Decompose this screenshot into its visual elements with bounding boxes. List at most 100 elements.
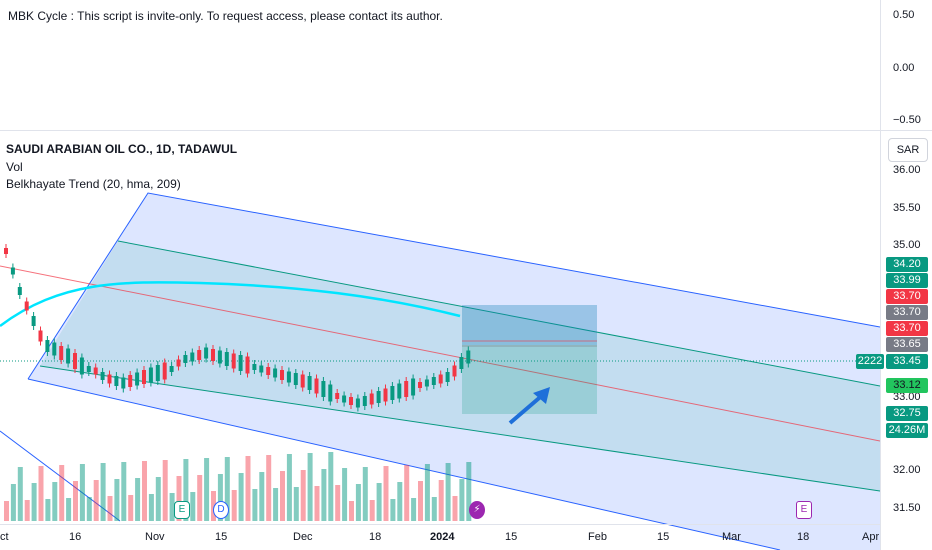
arrow-head xyxy=(533,387,550,404)
candle xyxy=(300,374,305,388)
trend-midline xyxy=(0,265,880,442)
price-tag: 34.20 xyxy=(886,257,928,272)
candle xyxy=(390,386,395,400)
volume-bar xyxy=(86,497,92,521)
price-tag: 32.75 xyxy=(886,406,928,421)
volume-bar xyxy=(128,495,134,521)
candle xyxy=(114,376,119,386)
candle xyxy=(342,395,347,403)
indicator-axis-label: 0.50 xyxy=(893,9,915,21)
candle xyxy=(93,367,98,375)
currency-button[interactable]: SAR xyxy=(888,138,928,162)
volume-bar xyxy=(17,467,23,521)
volume-bar xyxy=(176,476,182,521)
price-tag: 33.99 xyxy=(886,273,928,288)
pane-divider[interactable] xyxy=(0,130,932,131)
volume-bar xyxy=(411,498,417,521)
volume-bar xyxy=(142,461,147,521)
candle xyxy=(190,352,195,362)
volume-bar xyxy=(217,474,223,521)
time-axis-label: Feb xyxy=(588,531,607,543)
candle xyxy=(183,355,188,363)
time-axis-label: ct xyxy=(0,531,9,543)
volume-bar xyxy=(266,455,272,521)
volume-bar xyxy=(162,460,168,521)
channel-upper-line xyxy=(27,192,880,380)
candle xyxy=(59,346,64,360)
candle xyxy=(162,362,167,380)
candle xyxy=(121,377,126,389)
volume-bar xyxy=(390,499,396,521)
candle xyxy=(397,383,402,399)
volume-bar xyxy=(335,485,341,521)
volume-bar xyxy=(355,484,361,521)
indicator-title: MBK Cycle : This script is invite-only. … xyxy=(8,9,443,23)
volume-bar xyxy=(362,467,368,521)
candle xyxy=(73,353,77,369)
price-axis-label: 33.00 xyxy=(893,391,921,403)
volume-bar xyxy=(245,456,251,521)
volume-bar xyxy=(121,462,127,521)
volume-bar xyxy=(314,486,320,521)
price-axis-label: 35.50 xyxy=(893,202,921,214)
candle xyxy=(266,367,271,375)
candle xyxy=(148,367,153,383)
candle xyxy=(438,374,443,384)
candle xyxy=(452,365,457,377)
volume-bar xyxy=(66,498,72,521)
symbol-title[interactable]: SAUDI ARABIAN OIL CO., 1D, TADAWUL xyxy=(6,142,238,156)
last-price-tag: 33.45 xyxy=(886,354,928,369)
volume-bar xyxy=(155,477,161,521)
candle xyxy=(459,357,464,369)
dividend-icon[interactable]: D xyxy=(213,501,229,519)
candle xyxy=(231,353,236,369)
price-tag: 33.70 xyxy=(886,305,928,320)
candle xyxy=(273,368,278,378)
candle xyxy=(259,365,264,373)
earnings-icon[interactable]: E xyxy=(796,501,812,519)
candle xyxy=(204,347,209,359)
volume-tag: 24.26M xyxy=(886,423,928,438)
time-axis-label: 15 xyxy=(215,531,228,543)
candle xyxy=(100,372,105,380)
volume-bar xyxy=(52,482,58,521)
volume-bar xyxy=(321,469,327,521)
time-axis-label: Nov xyxy=(145,531,165,543)
time-axis-label: 2024 xyxy=(430,531,455,543)
volume-bar xyxy=(307,453,313,521)
candle xyxy=(411,378,416,396)
main-chart[interactable] xyxy=(0,131,880,550)
candle xyxy=(280,370,284,380)
candle xyxy=(197,350,202,360)
time-axis-label: 16 xyxy=(69,531,82,543)
candle xyxy=(17,287,22,295)
channel-inner-lower xyxy=(39,365,880,492)
volume-bar xyxy=(466,462,472,521)
volume-bar xyxy=(135,478,141,521)
hma-curve xyxy=(0,281,461,328)
volume-bar xyxy=(431,497,437,521)
volume-bar xyxy=(183,459,189,521)
candle xyxy=(252,364,257,370)
time-axis-label: 15 xyxy=(505,531,518,543)
price-tag: 33.65 xyxy=(886,337,928,352)
candle xyxy=(128,375,133,387)
volume-bar xyxy=(204,458,210,521)
candle xyxy=(176,359,181,367)
candle xyxy=(224,352,229,366)
candle xyxy=(424,379,429,387)
candle xyxy=(79,357,84,375)
lightning-icon[interactable]: ⚡ xyxy=(469,501,485,519)
candle xyxy=(307,376,312,390)
candle xyxy=(321,381,326,397)
volume-bar xyxy=(93,480,99,521)
trend-legend[interactable]: Belkhayate Trend (20, hma, 209) xyxy=(6,177,181,191)
volume-bar xyxy=(100,463,106,521)
earnings-icon[interactable]: E xyxy=(174,501,190,519)
vol-legend[interactable]: Vol xyxy=(6,160,23,174)
candle xyxy=(52,342,57,356)
volume-bar xyxy=(286,454,292,521)
price-tag: 33.70 xyxy=(886,321,928,336)
volume-bar xyxy=(418,481,423,521)
volume-bar xyxy=(328,452,334,521)
